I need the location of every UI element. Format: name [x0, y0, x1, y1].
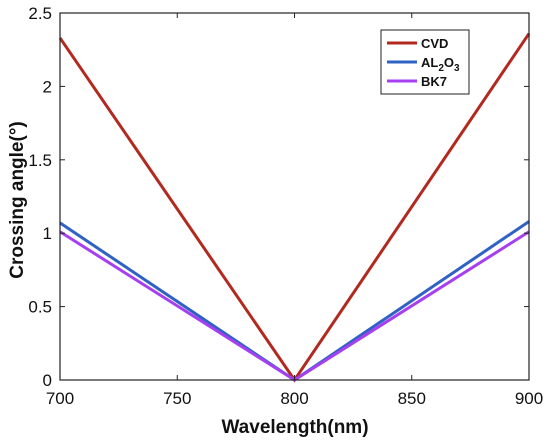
legend-label-al2o3: AL2O3: [421, 55, 460, 74]
x-tick-label: 700: [46, 389, 74, 408]
y-tick-label: 1.5: [28, 151, 52, 170]
y-tick-label: 2: [43, 77, 52, 96]
x-tick-label: 850: [398, 389, 426, 408]
y-tick-label: 0.5: [28, 298, 52, 317]
legend-label-cvd: CVD: [421, 36, 448, 51]
y-tick-label: 2.5: [28, 4, 52, 23]
x-tick-label: 900: [515, 389, 543, 408]
y-tick-label: 0: [43, 371, 52, 390]
x-tick-label: 750: [163, 389, 191, 408]
legend-label-bk7: BK7: [421, 74, 447, 89]
x-axis-title: Wavelength(nm): [221, 417, 368, 438]
axes-layer: 700 750 800 850 900 0 0.5 1 1.5 2 2.5: [28, 4, 543, 408]
y-tick-label: 1: [43, 224, 52, 243]
x-tick-label: 800: [280, 389, 308, 408]
legend-box: [380, 29, 470, 95]
y-axis-title: Crossing angle(°): [7, 121, 28, 279]
